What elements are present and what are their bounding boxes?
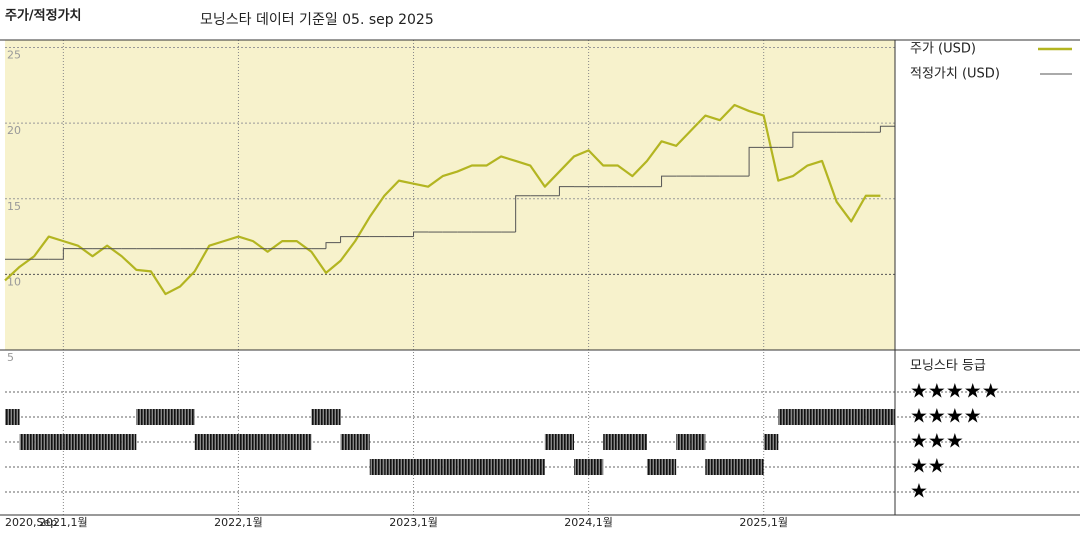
rating-bar (851, 409, 866, 425)
rating-bar (296, 434, 312, 450)
rating-bar (428, 459, 443, 475)
rating-bar (5, 409, 20, 425)
rating-bar (486, 459, 502, 475)
y-tick-label: 10 (7, 275, 21, 288)
rating-bar (690, 434, 706, 450)
rating-bar (355, 434, 370, 450)
x-tick-label: 2022,1월 (214, 516, 263, 529)
rating-bar (253, 434, 268, 450)
rating-bar (92, 434, 108, 450)
rating-bar (311, 409, 326, 425)
rating-bar (778, 409, 793, 425)
rating-bar (136, 409, 151, 425)
chart-title: 주가/적정가치 (5, 8, 82, 24)
x-tick-label: 2021,1월 (39, 516, 88, 529)
rating-bar (77, 434, 93, 450)
rating-bar (719, 459, 735, 475)
rating-bar (646, 459, 662, 475)
rating-bar (501, 459, 516, 475)
x-tick-label: 2025,1월 (739, 516, 788, 529)
y-tick-label: 20 (7, 124, 21, 137)
x-tick-label: 2023,1월 (389, 516, 438, 529)
rating-bar (34, 434, 49, 450)
rating-bar (617, 434, 633, 450)
rating-bar (559, 434, 575, 450)
rating-bar (282, 434, 297, 450)
y-tick-label: 15 (7, 200, 21, 213)
rating-bar (749, 459, 764, 475)
plot-background (5, 40, 895, 350)
rating-bar (19, 434, 35, 450)
fair-value-step (558, 186, 575, 196)
rating-bar (107, 434, 122, 450)
rating-label: ★★★★★ (910, 379, 1000, 403)
y-tick-label: 25 (7, 49, 21, 62)
fair-value-step (325, 242, 341, 249)
rating-bar (369, 459, 385, 475)
rating-bar (792, 409, 808, 425)
rating-bar (865, 409, 881, 425)
rating-bar (194, 434, 210, 450)
fair-value-step (792, 131, 808, 148)
rating-bar (588, 459, 604, 475)
rating-title: 모닝스타 등급 (910, 359, 986, 374)
rating-bar (63, 434, 78, 450)
legend-label: 적정가치 (USD) (910, 67, 1000, 82)
rating-bar (880, 409, 895, 425)
fair-value-step (413, 231, 429, 237)
legend-label: 주가 (USD) (910, 42, 976, 57)
rating-bar (807, 409, 823, 425)
rating-bar (209, 434, 224, 450)
rating-bar (150, 409, 166, 425)
fair-value-step (748, 146, 764, 177)
rating-bar (705, 459, 720, 475)
rating-bar (384, 459, 399, 475)
rating-bar (398, 459, 414, 475)
fair-value-step (661, 175, 677, 187)
rating-bar (340, 434, 356, 450)
rating-label: ★★★★ (910, 404, 982, 428)
fair-value-step (340, 236, 356, 243)
rating-label: ★ (910, 479, 928, 503)
rating-bar (223, 434, 239, 450)
rating-bar (165, 409, 181, 425)
chart-subtitle: 모닝스타 데이터 기준일 05. sep 2025 (200, 12, 434, 28)
rating-bar (442, 459, 458, 475)
fair-value-step (62, 248, 78, 260)
rating-bar (544, 434, 560, 450)
rating-bar (734, 459, 750, 475)
rating-bar (457, 459, 472, 475)
rating-bar (267, 434, 283, 450)
rating-bar (121, 434, 137, 450)
rating-bar (471, 459, 487, 475)
fair-value-step (515, 195, 531, 233)
y-tick-label: 5 (7, 351, 14, 364)
price-line (4, 103, 881, 296)
rating-bar (180, 409, 195, 425)
rating-bar (515, 459, 531, 475)
rating-bar (530, 459, 545, 475)
rating-bar (413, 459, 429, 475)
rating-bar (763, 434, 779, 450)
rating-bar (325, 409, 341, 425)
rating-bar (238, 434, 254, 450)
rating-bar (661, 459, 677, 475)
rating-bar (48, 434, 64, 450)
rating-label: ★★★ (910, 429, 964, 453)
fair-value-step (879, 125, 895, 133)
rating-bar (574, 459, 589, 475)
rating-label: ★★ (910, 454, 946, 478)
rating-bar (603, 434, 618, 450)
rating-bar (632, 434, 647, 450)
rating-bar (676, 434, 691, 450)
rating-bar (822, 409, 837, 425)
rating-bar (836, 409, 852, 425)
x-tick-label: 2020,Sep (5, 516, 57, 529)
x-tick-label: 2024,1월 (564, 516, 613, 529)
